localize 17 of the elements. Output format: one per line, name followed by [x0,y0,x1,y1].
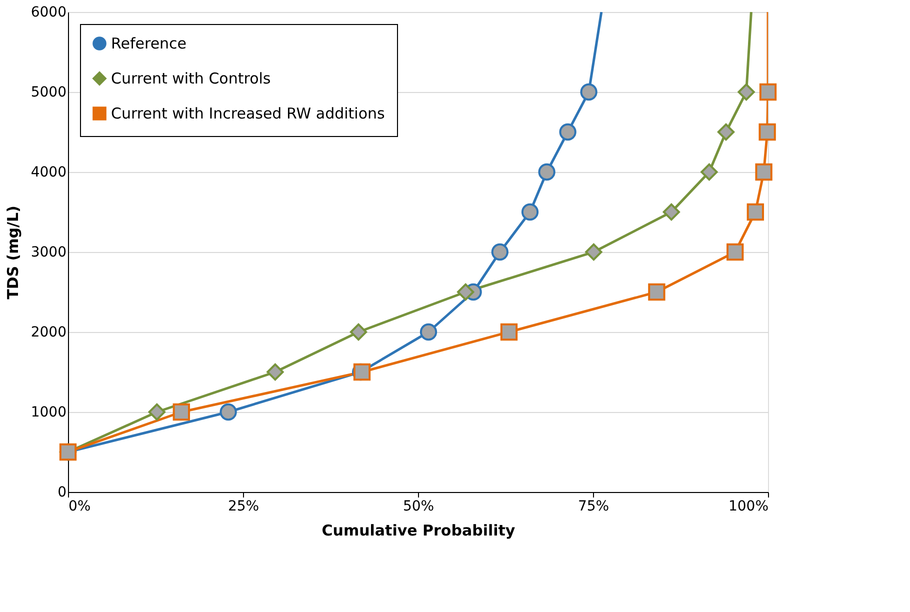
x-axis-title: Cumulative Probability [322,522,516,540]
x-tick-label: 50% [402,498,434,514]
y-tick-label: 3000 [30,244,66,260]
x-tick-label: 100% [728,498,768,514]
y-tick-label: 4000 [30,164,66,180]
legend-label: Current with Increased RW additions [111,104,386,122]
legend-label: Reference [111,34,187,52]
x-tick-label: 75% [578,498,610,514]
x-tick-label: 25% [228,498,260,514]
y-tick-label: 1000 [30,404,66,420]
y-tick-label: 5000 [30,84,66,100]
x-tick-label: 0% [68,498,91,514]
y-tick-label: 2000 [30,324,66,340]
y-axis-title: TDS (mg/L) [4,206,22,300]
y-tick-label: 6000 [30,4,66,20]
legend-label: Current with Controls [111,70,271,88]
y-tick-label: 0 [58,484,66,500]
